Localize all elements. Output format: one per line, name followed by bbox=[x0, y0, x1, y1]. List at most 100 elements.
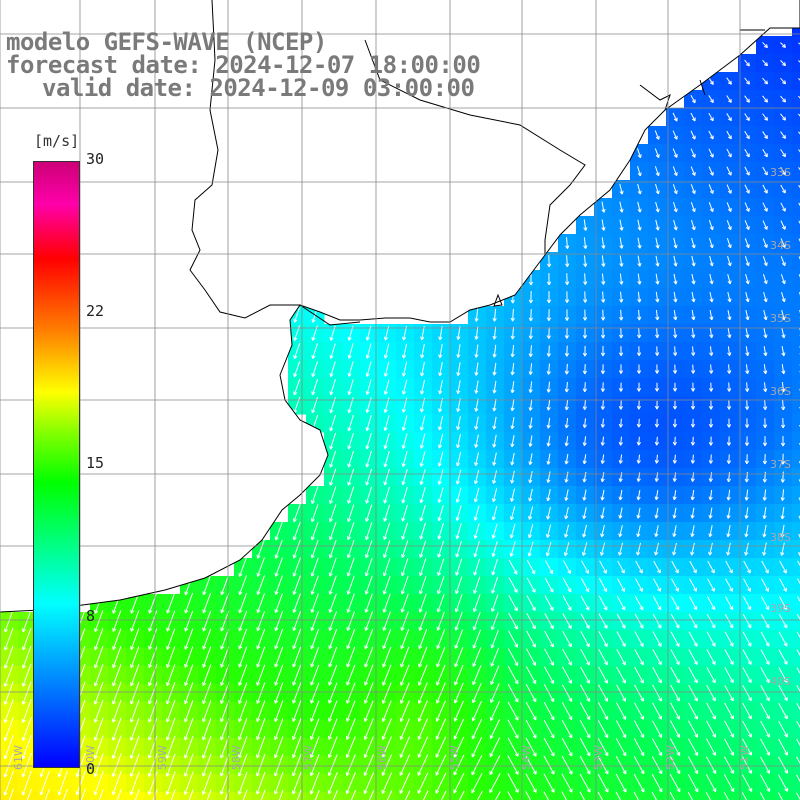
wind-arrow bbox=[453, 700, 464, 722]
speed-cell bbox=[342, 792, 361, 800]
wind-arrow bbox=[510, 363, 515, 376]
wind-arrow bbox=[651, 773, 663, 793]
wind-arrow bbox=[619, 309, 624, 321]
lat-label: 37S bbox=[770, 458, 791, 471]
wind-arrow bbox=[347, 379, 354, 396]
wind-arrow bbox=[238, 646, 248, 668]
wind-arrow bbox=[582, 382, 587, 393]
wind-arrow bbox=[726, 436, 732, 446]
wind-arrow bbox=[329, 432, 337, 450]
speed-cell bbox=[792, 720, 800, 739]
wind-arrow bbox=[382, 575, 391, 595]
wind-arrow bbox=[744, 166, 750, 176]
wind-arrow bbox=[654, 542, 659, 556]
wind-arrow bbox=[328, 575, 337, 595]
wind-arrow bbox=[528, 345, 533, 358]
wind-arrow bbox=[274, 682, 284, 704]
wind-arrow bbox=[256, 664, 266, 686]
wind-arrow bbox=[780, 60, 787, 67]
wind-arrow bbox=[510, 488, 516, 502]
wind-arrow bbox=[778, 702, 788, 720]
wind-arrow bbox=[546, 255, 552, 268]
wind-arrow bbox=[672, 184, 678, 195]
wind-arrow bbox=[709, 255, 714, 267]
wind-arrow bbox=[743, 578, 751, 592]
wind-arrow bbox=[690, 94, 696, 104]
speed-cell bbox=[720, 792, 739, 800]
speed-cell bbox=[792, 666, 800, 685]
wind-arrow bbox=[636, 364, 642, 374]
wind-arrow bbox=[600, 346, 606, 357]
wind-arrow bbox=[780, 202, 786, 212]
wind-arrow bbox=[778, 613, 788, 629]
wind-arrow bbox=[474, 416, 479, 430]
wind-arrow bbox=[310, 629, 320, 650]
wind-arrow bbox=[724, 596, 734, 611]
wind-arrow bbox=[669, 791, 676, 800]
wind-arrow bbox=[3, 681, 14, 705]
wind-arrow bbox=[688, 667, 698, 684]
wind-arrow bbox=[165, 735, 176, 759]
wind-arrow bbox=[368, 790, 375, 800]
wind-arrow bbox=[797, 578, 800, 585]
wind-arrow bbox=[166, 592, 176, 614]
wind-arrow bbox=[727, 382, 732, 392]
wind-arrow bbox=[797, 560, 800, 567]
lon-label: 60W bbox=[84, 745, 97, 770]
wind-arrow bbox=[652, 649, 662, 666]
wind-arrow bbox=[491, 576, 499, 594]
wind-arrow bbox=[690, 382, 696, 392]
wind-arrow bbox=[364, 557, 373, 577]
wind-arrow bbox=[148, 628, 158, 650]
wind-arrow bbox=[672, 166, 678, 177]
wind-arrow bbox=[166, 628, 176, 650]
wind-arrow bbox=[781, 346, 786, 357]
lon-label: 51W bbox=[738, 745, 751, 770]
wind-arrow bbox=[383, 451, 390, 468]
wind-arrow bbox=[744, 220, 750, 230]
wind-arrow bbox=[600, 418, 605, 428]
wind-arrow bbox=[708, 507, 713, 519]
wind-arrow bbox=[672, 507, 677, 519]
wind-arrow bbox=[598, 613, 608, 629]
wind-arrow bbox=[328, 522, 337, 541]
wind-arrow bbox=[525, 773, 537, 793]
wind-arrow bbox=[345, 772, 356, 795]
wind-arrow bbox=[21, 681, 32, 705]
wind-arrow bbox=[310, 682, 320, 704]
wind-arrow bbox=[26, 788, 32, 800]
wind-arrow bbox=[762, 113, 768, 121]
wind-arrow bbox=[440, 790, 447, 800]
speed-cell bbox=[738, 792, 757, 800]
wind-arrow bbox=[112, 628, 122, 650]
valid-date: valid date: 2024-12-09 03:00:00 bbox=[42, 74, 475, 102]
wind-arrow bbox=[762, 184, 768, 194]
speed-cell bbox=[18, 792, 37, 800]
wind-arrow bbox=[546, 381, 551, 393]
wind-arrow bbox=[202, 592, 212, 614]
wind-arrow bbox=[328, 539, 337, 559]
wind-arrow bbox=[742, 631, 752, 647]
speed-cell bbox=[792, 324, 800, 343]
wind-arrow bbox=[564, 435, 569, 447]
wind-arrow bbox=[726, 202, 732, 212]
wind-arrow bbox=[274, 628, 284, 650]
wind-arrow bbox=[21, 770, 32, 796]
wind-arrow bbox=[543, 666, 555, 684]
wind-arrow bbox=[220, 575, 230, 596]
wind-arrow bbox=[437, 415, 444, 431]
wind-arrow bbox=[454, 664, 464, 686]
wind-arrow bbox=[653, 560, 661, 574]
wind-arrow bbox=[672, 418, 678, 428]
wind-arrow bbox=[726, 77, 732, 85]
wind-arrow bbox=[130, 646, 140, 669]
wind-arrow bbox=[582, 507, 587, 520]
wind-arrow bbox=[618, 542, 624, 556]
wind-arrow bbox=[709, 346, 714, 356]
wind-arrow bbox=[709, 328, 714, 339]
wind-arrow bbox=[599, 542, 606, 556]
wind-arrow bbox=[129, 699, 140, 723]
colorbar-tick-30: 30 bbox=[86, 150, 105, 168]
wind-arrow bbox=[112, 663, 122, 687]
wind-arrow bbox=[292, 575, 301, 595]
